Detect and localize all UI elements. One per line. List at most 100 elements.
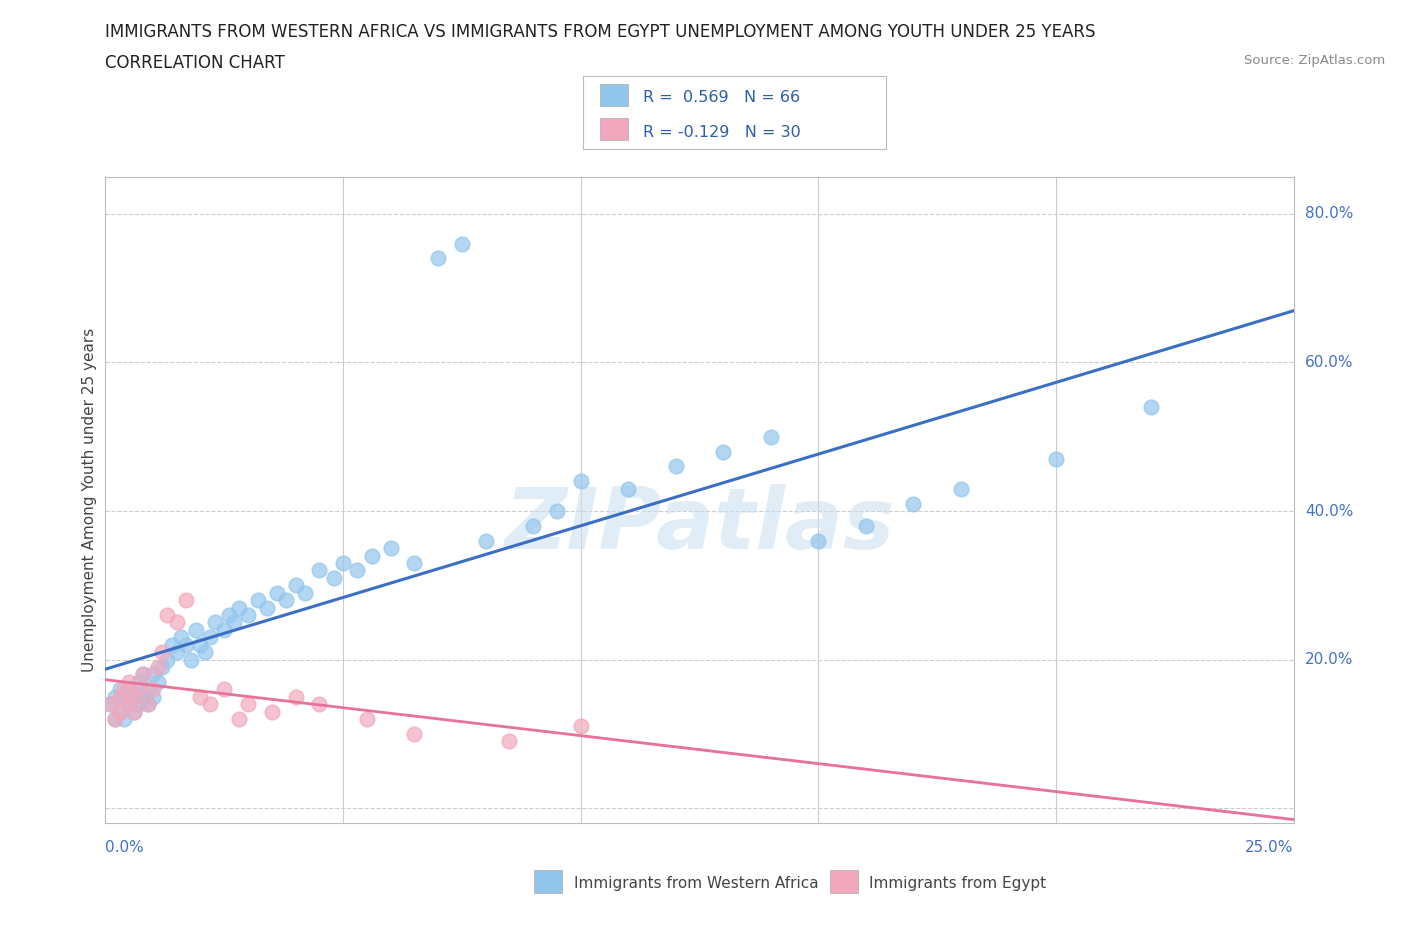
Point bbox=[308, 563, 330, 578]
Point bbox=[136, 682, 159, 697]
Point bbox=[246, 592, 269, 607]
Point bbox=[450, 236, 472, 251]
Point bbox=[170, 630, 193, 644]
Point bbox=[104, 711, 127, 726]
Point bbox=[152, 644, 174, 659]
Text: IMMIGRANTS FROM WESTERN AFRICA VS IMMIGRANTS FROM EGYPT UNEMPLOYMENT AMONG YOUTH: IMMIGRANTS FROM WESTERN AFRICA VS IMMIGR… bbox=[105, 23, 1095, 41]
Point bbox=[346, 563, 368, 578]
Point bbox=[617, 482, 640, 497]
Point bbox=[146, 659, 169, 674]
Point bbox=[128, 682, 150, 697]
Point bbox=[569, 474, 592, 489]
Text: 25.0%: 25.0% bbox=[1246, 840, 1294, 855]
Point bbox=[184, 622, 207, 637]
Point bbox=[294, 585, 316, 600]
Point bbox=[118, 697, 141, 711]
Point bbox=[949, 482, 972, 497]
Point bbox=[114, 689, 136, 704]
Point bbox=[108, 689, 131, 704]
Point bbox=[807, 533, 830, 548]
Point bbox=[236, 607, 259, 622]
Point bbox=[236, 697, 259, 711]
Point bbox=[146, 674, 169, 689]
Text: 60.0%: 60.0% bbox=[1305, 355, 1353, 370]
Point bbox=[204, 615, 226, 630]
Point bbox=[118, 697, 141, 711]
Point bbox=[360, 548, 382, 563]
Point bbox=[190, 637, 212, 652]
Point bbox=[194, 644, 217, 659]
Point bbox=[132, 667, 155, 682]
Point bbox=[1140, 400, 1163, 415]
Point bbox=[142, 682, 165, 697]
Point bbox=[104, 711, 127, 726]
Point bbox=[522, 518, 544, 533]
Point bbox=[855, 518, 877, 533]
Point bbox=[114, 682, 136, 697]
Point bbox=[903, 496, 925, 511]
Point bbox=[136, 697, 159, 711]
Point bbox=[104, 689, 127, 704]
Point bbox=[569, 719, 592, 734]
Point bbox=[404, 726, 426, 741]
Point bbox=[190, 689, 212, 704]
Point bbox=[114, 711, 136, 726]
Point bbox=[222, 615, 245, 630]
Point bbox=[214, 682, 236, 697]
Y-axis label: Unemployment Among Youth under 25 years: Unemployment Among Youth under 25 years bbox=[82, 327, 97, 672]
Point bbox=[228, 711, 250, 726]
Text: R = -0.129   N = 30: R = -0.129 N = 30 bbox=[643, 125, 800, 140]
Point bbox=[156, 652, 179, 667]
Point bbox=[759, 430, 782, 445]
Point bbox=[256, 600, 278, 615]
Text: Source: ZipAtlas.com: Source: ZipAtlas.com bbox=[1244, 54, 1385, 67]
Point bbox=[118, 682, 141, 697]
Point bbox=[98, 697, 121, 711]
Point bbox=[118, 674, 141, 689]
Point bbox=[474, 533, 496, 548]
Point bbox=[180, 652, 202, 667]
Point bbox=[160, 637, 183, 652]
Point bbox=[546, 503, 568, 518]
Point bbox=[108, 704, 131, 719]
Point bbox=[308, 697, 330, 711]
Text: Immigrants from Egypt: Immigrants from Egypt bbox=[869, 876, 1046, 891]
Point bbox=[156, 607, 179, 622]
Point bbox=[136, 697, 159, 711]
Point bbox=[711, 445, 734, 459]
Point bbox=[380, 540, 402, 555]
Point bbox=[174, 592, 197, 607]
Point bbox=[218, 607, 240, 622]
Point bbox=[322, 570, 344, 585]
Text: 40.0%: 40.0% bbox=[1305, 503, 1353, 519]
Point bbox=[166, 615, 188, 630]
Point bbox=[128, 674, 150, 689]
Point bbox=[404, 555, 426, 570]
Point bbox=[108, 682, 131, 697]
Point bbox=[108, 704, 131, 719]
Point bbox=[132, 667, 155, 682]
Point bbox=[98, 697, 121, 711]
Point bbox=[122, 704, 145, 719]
Point bbox=[122, 689, 145, 704]
Text: ZIPatlas: ZIPatlas bbox=[505, 485, 894, 567]
Point bbox=[214, 622, 236, 637]
Point bbox=[332, 555, 354, 570]
Point bbox=[427, 251, 450, 266]
Point bbox=[152, 659, 174, 674]
Text: 80.0%: 80.0% bbox=[1305, 206, 1353, 221]
Point bbox=[198, 630, 221, 644]
Point bbox=[1045, 452, 1067, 467]
Text: 20.0%: 20.0% bbox=[1305, 652, 1353, 667]
Point bbox=[498, 734, 520, 749]
Point bbox=[174, 637, 197, 652]
Point bbox=[356, 711, 378, 726]
Point bbox=[260, 704, 283, 719]
Point bbox=[122, 704, 145, 719]
Point bbox=[142, 689, 165, 704]
Point bbox=[122, 689, 145, 704]
Point bbox=[284, 578, 307, 592]
Point bbox=[266, 585, 288, 600]
Point bbox=[132, 689, 155, 704]
Point bbox=[228, 600, 250, 615]
